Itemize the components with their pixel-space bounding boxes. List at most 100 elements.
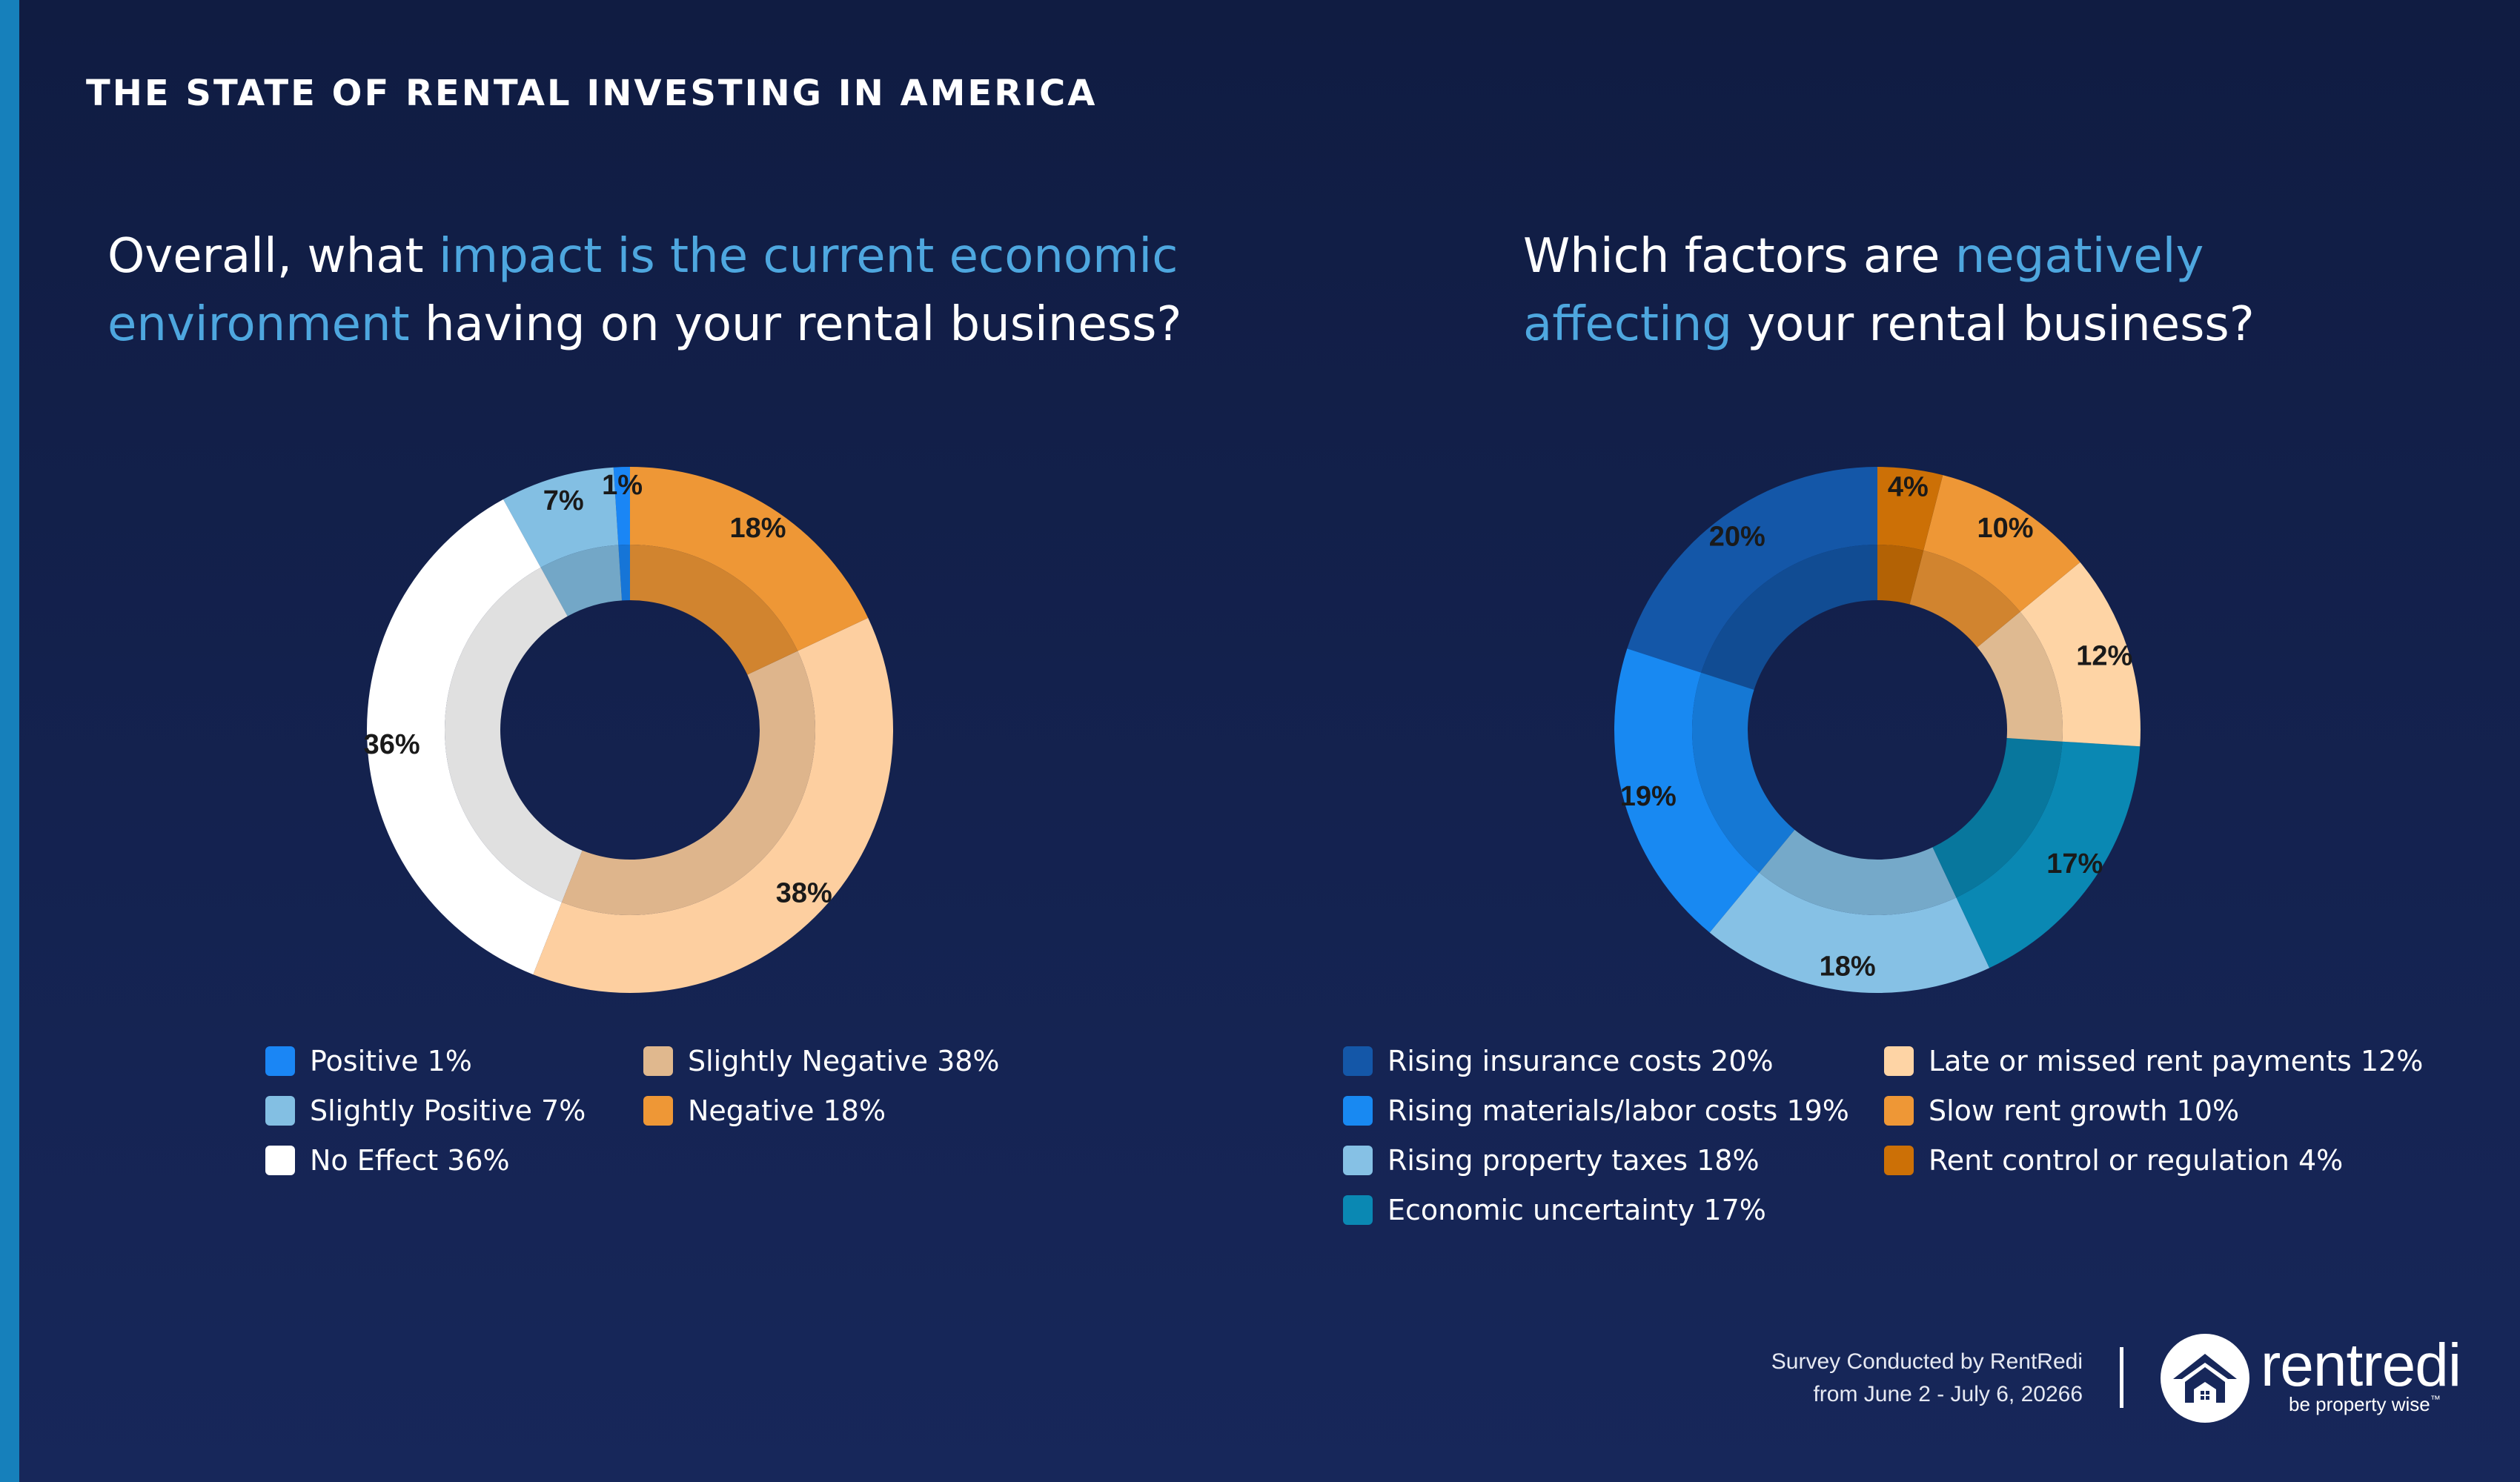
data-label: 4% <box>1888 472 1929 503</box>
slice-rent-control-or-regulation <box>1877 467 1943 551</box>
slice-inner-economic-uncertainty <box>1932 737 2063 898</box>
slice-late-or-missed-rent-payments <box>2020 562 2141 747</box>
survey-credit-line1: Survey Conducted by RentRedi <box>1771 1349 2083 1374</box>
data-label: 7% <box>543 485 584 516</box>
slice-slightly-positive <box>503 467 619 568</box>
slice-economic-uncertainty <box>1956 741 2141 968</box>
slice-inner-late-or-missed-rent-payments <box>1977 611 2063 742</box>
legend-label: Positive 1% <box>310 1045 472 1077</box>
legend-swatch <box>265 1096 295 1126</box>
legend-label: Economic uncertainty 17% <box>1387 1194 1766 1226</box>
page-title: THE STATE OF RENTAL INVESTING IN AMERICA <box>86 73 1098 114</box>
slice-shade <box>618 545 630 601</box>
legend-label: Late or missed rent payments 12% <box>1929 1045 2424 1077</box>
q2-text-after: your rental business? <box>1731 297 2255 352</box>
slice-rising-insurance-costs <box>1627 467 1877 673</box>
slice-slow-rent-growth <box>1923 475 2080 612</box>
data-label: 1% <box>602 470 643 501</box>
slice-shade <box>1877 545 1924 605</box>
slice-inner-slightly-positive <box>540 545 623 617</box>
legend-item: Rent control or regulation 4% <box>1884 1144 2343 1177</box>
slice-shade <box>1759 829 1957 915</box>
legend-label: Rising materials/labor costs 19% <box>1387 1094 1849 1127</box>
data-label: 38% <box>776 877 832 908</box>
brand-tm: ™ <box>2430 1393 2441 1405</box>
brand-name: rentredi <box>2261 1332 2461 1399</box>
legend-item: Rising property taxes 18% <box>1343 1144 1760 1177</box>
slice-shade <box>630 545 798 675</box>
slice-shade <box>561 651 815 915</box>
legend-swatch <box>1343 1146 1373 1175</box>
data-label: 18% <box>730 513 786 544</box>
legend-swatch <box>1884 1046 1914 1076</box>
slice-shade <box>1932 737 2063 898</box>
legend-item: Rising insurance costs 20% <box>1343 1045 1774 1077</box>
data-label: 20% <box>1709 521 1765 552</box>
legend-item: No Effect 36% <box>265 1144 510 1177</box>
legend-label: Rising insurance costs 20% <box>1387 1045 1774 1077</box>
footer-divider <box>2120 1347 2123 1408</box>
legend-item: Slow rent growth 10% <box>1884 1094 2239 1127</box>
q1-highlight: impact is the current economic <box>438 229 1178 284</box>
q1-text-after: having on your rental business? <box>409 297 1182 352</box>
house-circle-icon <box>2161 1334 2249 1423</box>
legend-label: Rent control or regulation 4% <box>1929 1144 2344 1177</box>
legend-swatch <box>1343 1096 1373 1126</box>
brand-tagline: be property wise™ <box>2289 1393 2441 1416</box>
legend-label: Slightly Positive 7% <box>310 1094 586 1127</box>
slice-shade <box>1692 672 1795 873</box>
data-label: 10% <box>1977 513 2034 544</box>
legend-swatch <box>1343 1046 1373 1076</box>
q1-text-before: Overall, what <box>107 229 439 284</box>
slice-inner-no-effect <box>445 567 583 903</box>
data-label: 17% <box>2046 848 2103 880</box>
slice-no-effect <box>366 499 562 975</box>
legend-label: Negative 18% <box>688 1094 886 1127</box>
legend-item: Economic uncertainty 17% <box>1343 1194 1766 1226</box>
slice-inner-rising-insurance-costs <box>1701 545 1877 690</box>
legend-swatch <box>1343 1195 1373 1225</box>
slice-inner-negative <box>630 545 798 675</box>
legend-swatch <box>265 1046 295 1076</box>
slice-inner-slightly-negative <box>561 651 815 915</box>
slice-inner-rising-materials-labor-costs <box>1692 672 1795 873</box>
slice-shade <box>1909 550 2020 648</box>
legend-swatch <box>265 1146 295 1175</box>
slice-inner-rent-control-or-regulation <box>1877 545 1924 605</box>
data-label: 12% <box>2076 640 2132 671</box>
data-label: 18% <box>1820 951 1876 982</box>
slice-negative <box>630 467 869 651</box>
legend-label: No Effect 36% <box>310 1144 510 1177</box>
slice-shade <box>1701 545 1877 690</box>
legend-label: Slightly Negative 38% <box>688 1045 1000 1077</box>
q2-highlight: negatively <box>1954 229 2204 284</box>
legend-label: Slow rent growth 10% <box>1929 1094 2240 1127</box>
slice-rising-property-taxes <box>1709 872 1990 993</box>
left-accent-bar <box>0 0 19 1482</box>
legend-swatch <box>643 1046 673 1076</box>
chart-2-question: Which factors are negatively affecting y… <box>1523 222 2255 359</box>
slice-shade <box>1977 611 2063 742</box>
legend-swatch <box>643 1096 673 1126</box>
data-label: 36% <box>364 729 420 760</box>
slice-slightly-negative <box>533 617 893 994</box>
data-label: 19% <box>1620 781 1677 812</box>
survey-credit: Survey Conducted by RentRedi from June 2… <box>1705 1346 2083 1411</box>
donut-chart-economic-impact: 1% 7% 36% 38% 18% <box>364 467 893 994</box>
q1-highlight-line2: environment <box>107 297 410 352</box>
legend-item: Positive 1% <box>265 1045 472 1077</box>
legend-item: Slightly Negative 38% <box>643 1045 1000 1077</box>
slice-inner-rising-property-taxes <box>1759 829 1957 915</box>
legend-item: Rising materials/labor costs 19% <box>1343 1094 1849 1127</box>
chart-1-question: Overall, what impact is the current econ… <box>107 222 1181 359</box>
q2-text-before: Which factors are <box>1523 229 1955 284</box>
slice-shade <box>445 567 583 903</box>
legend-item: Negative 18% <box>643 1094 886 1127</box>
q2-highlight-line2: affecting <box>1523 297 1732 352</box>
legend-item: Late or missed rent payments 12% <box>1884 1045 2423 1077</box>
legend-swatch <box>1884 1146 1914 1175</box>
slice-inner-positive <box>618 545 630 601</box>
slice-shade <box>540 545 623 617</box>
donut-chart-negative-factors: 20% 19% 18% 17% 12% 10% 4% <box>1614 467 2141 993</box>
